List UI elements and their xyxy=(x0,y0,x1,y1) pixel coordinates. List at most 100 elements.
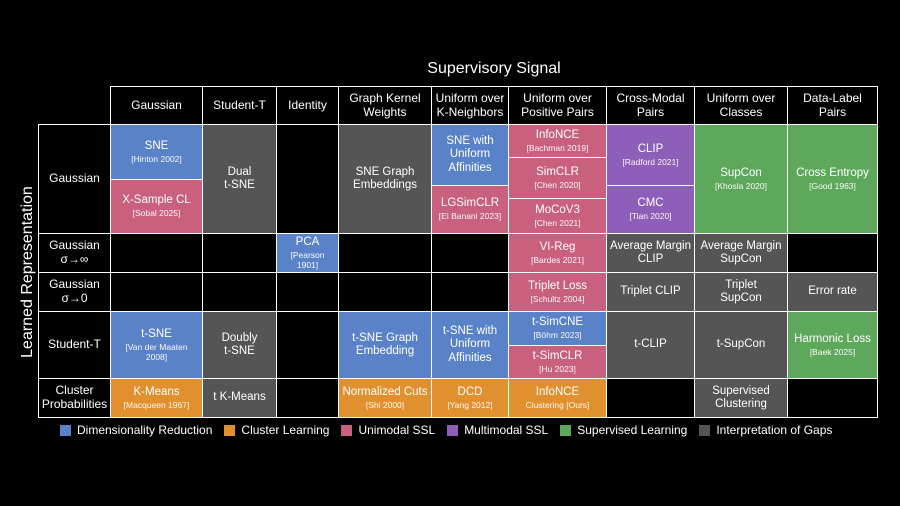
col-header-graph-kernel: Graph Kernel Weights xyxy=(339,87,431,124)
grid-line xyxy=(38,124,39,418)
cell-title: t K-Means xyxy=(213,391,266,404)
cell-x-sample-cl: X-Sample CL [Sobal 2025] xyxy=(111,180,202,233)
cell-cross-entropy: Cross Entropy [Good 1963] xyxy=(788,125,877,233)
cell-title: Normalized Cuts xyxy=(342,385,428,398)
cell-citation: [Chen 2020] xyxy=(534,179,581,190)
col-header-text: Data-Label xyxy=(803,90,862,105)
cell-title: SupCon xyxy=(720,292,762,304)
cell-title: Embedding xyxy=(355,345,415,357)
cell-citation: [Bachman 2019] xyxy=(526,142,589,153)
row-header-gaussian: Gaussian xyxy=(39,125,110,233)
legend-item-cluster-learning: Cluster Learning xyxy=(224,423,329,437)
cell-sne: SNE [Hinton 2002] xyxy=(111,125,202,179)
cell-citation: [Shi 2000] xyxy=(365,399,405,410)
cell-title: t-SNE xyxy=(224,179,255,191)
cell-simclr: SimCLR [Chen 2020] xyxy=(509,158,606,198)
col-header-text: Weights xyxy=(363,104,407,119)
legend-swatch xyxy=(60,424,71,436)
grid-line xyxy=(787,86,788,418)
grid-line xyxy=(606,86,607,418)
cell-citation: [El Banani 2023] xyxy=(438,211,502,222)
col-header-identity: Identity xyxy=(277,87,338,124)
row-header-text: σ→0 xyxy=(61,291,88,305)
cell-title: K-Means xyxy=(133,385,180,398)
cell-tsne-uniform-affinities: t-SNE with Uniform Affinities xyxy=(432,312,508,378)
legend-item-multimodal-ssl: Multimodal SSL xyxy=(447,423,548,437)
grid-line xyxy=(202,86,203,418)
row-header-cluster-prob: Cluster Probabilities xyxy=(39,379,110,417)
legend-label: Unimodal SSL xyxy=(358,423,436,437)
cell-t-simcne: t-SimCNE [Böhm 2023] xyxy=(509,312,606,345)
grid-line xyxy=(431,86,432,418)
divider-line xyxy=(509,157,606,158)
cell-tsne-graph-embedding: t-SNE Graph Embedding xyxy=(339,312,431,378)
grid-line xyxy=(877,86,878,418)
cell-title: InfoNCE xyxy=(535,128,580,141)
cell-citation: [Hu 2023] xyxy=(539,363,576,374)
grid-line xyxy=(38,233,878,234)
legend-item-dimensionality-reduction: Dimensionality Reduction xyxy=(60,423,212,437)
y-axis-label: Learned Representation xyxy=(19,185,36,358)
grid-line xyxy=(694,86,695,418)
cell-title: InfoNCE xyxy=(535,385,580,398)
cell-title: Affinities xyxy=(448,161,492,174)
cell-title: Embeddings xyxy=(353,179,417,191)
cell-title: SNE with xyxy=(446,135,494,148)
col-header-text: Classes xyxy=(719,104,763,119)
cell-title: LGSimCLR xyxy=(440,197,500,210)
cell-t-simclr: t-SimCLR [Hu 2023] xyxy=(509,346,606,378)
col-header-positive-pairs: Uniform over Positive Pairs xyxy=(509,87,606,124)
cell-title: Average Margin xyxy=(700,239,782,252)
cell-citation: [Tian 2020] xyxy=(629,211,672,222)
cell-title: t-SimCLR xyxy=(532,349,583,362)
cell-sne-uniform-affinities: SNE with Uniform Affinities xyxy=(432,125,508,185)
cell-citation: [Hinton 2002] xyxy=(131,153,182,164)
col-header-text: Gaussian xyxy=(131,97,182,112)
row-header-text: Gaussian xyxy=(49,171,100,186)
cell-citation: [Khosla 2020] xyxy=(715,180,767,191)
legend-item-interpretation-of-gaps: Interpretation of Gaps xyxy=(699,423,832,437)
col-header-text: K-Neighbors xyxy=(436,104,504,119)
cell-cmc: CMC [Tian 2020] xyxy=(607,186,694,233)
row-header-text: Student-T xyxy=(48,337,101,352)
cell-dual-tsne: Dual t-SNE xyxy=(203,125,276,233)
col-header-text: Graph Kernel xyxy=(349,90,421,105)
grid-line xyxy=(110,86,111,418)
cell-title: Triplet CLIP xyxy=(620,285,681,298)
cell-title: t-SNE Graph xyxy=(352,331,418,344)
cell-title: MoCoV3 xyxy=(535,203,580,216)
cell-title: SupCon xyxy=(720,253,762,265)
legend-swatch xyxy=(447,424,459,436)
cell-title: CLIP xyxy=(637,142,664,155)
cell-average-margin-supcon: Average Margin SupCon xyxy=(695,234,787,272)
col-header-text: Uniform over xyxy=(435,90,505,105)
legend-swatch xyxy=(224,424,236,436)
cell-title: Cross Entropy xyxy=(796,166,869,179)
cell-t-supcon: t-SupCon xyxy=(695,312,787,378)
cell-k-means: K-Means [Macqueen 1967] xyxy=(111,379,202,417)
legend-item-unimodal-ssl: Unimodal SSL xyxy=(341,423,435,437)
cell-infonce: InfoNCE [Bachman 2019] xyxy=(509,125,606,157)
col-header-text: Pairs xyxy=(636,104,665,119)
legend: Dimensionality Reduction Cluster Learnin… xyxy=(60,422,844,438)
cell-normalized-cuts: Normalized Cuts [Shi 2000] xyxy=(339,379,431,417)
grid-line xyxy=(508,86,509,418)
col-header-text: Pairs xyxy=(818,104,847,119)
cell-title: X-Sample CL xyxy=(122,194,191,207)
legend-label: Interpretation of Gaps xyxy=(716,423,833,437)
cell-title: t-SNE with xyxy=(442,325,498,338)
cell-title: SNE xyxy=(144,139,169,152)
cell-triplet-supcon: Triplet SupCon xyxy=(695,273,787,311)
cell-citation: 2008] xyxy=(145,351,168,362)
divider-line xyxy=(509,198,606,199)
legend-label: Multimodal SSL xyxy=(464,423,549,437)
legend-label: Dimensionality Reduction xyxy=(77,423,213,437)
cell-title: t-SimCNE xyxy=(531,316,584,329)
cell-title: t-CLIP xyxy=(634,338,667,351)
cell-t-k-means: t K-Means xyxy=(203,379,276,417)
cell-t-clip: t-CLIP xyxy=(607,312,694,378)
cell-citation: [Radford 2021] xyxy=(622,156,679,167)
col-header-student-t: Student-T xyxy=(203,87,276,124)
col-header-classes: Uniform over Classes xyxy=(695,87,787,124)
cell-title: Uniform xyxy=(449,148,491,161)
